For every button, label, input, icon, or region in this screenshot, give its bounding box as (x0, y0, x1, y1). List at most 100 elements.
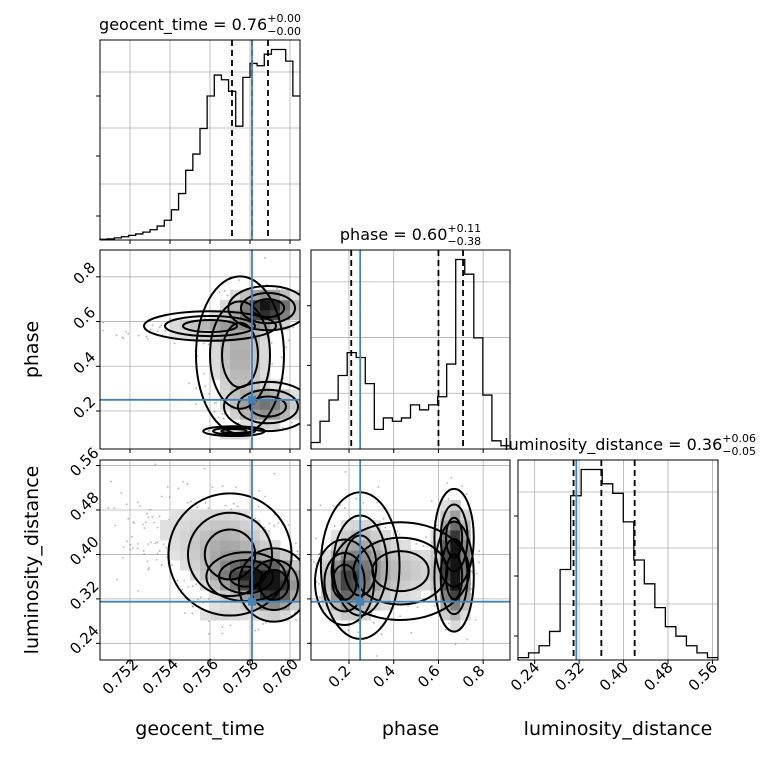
sample-point (149, 508, 152, 511)
density-cell (290, 289, 300, 301)
sample-point (121, 336, 124, 339)
sample-point (139, 504, 142, 507)
sample-point (447, 498, 450, 500)
density-cell (320, 560, 332, 571)
density-cell (350, 560, 362, 571)
contour-level-2 (228, 565, 264, 588)
sample-point (131, 547, 134, 549)
density-cell (450, 540, 461, 551)
density-cell (220, 600, 231, 611)
sample-point (450, 476, 453, 479)
sample-point (447, 622, 450, 625)
sample-point (160, 495, 163, 498)
contour-level-1 (212, 426, 256, 436)
sample-point (276, 288, 278, 290)
sample-point (137, 334, 140, 337)
density-cell (210, 329, 221, 341)
sample-point (477, 561, 480, 564)
sample-point (151, 324, 154, 327)
density-cell (410, 580, 421, 591)
sample-point (257, 628, 260, 631)
density-cell (360, 570, 372, 581)
sample-point (273, 524, 276, 527)
sample-point (376, 501, 379, 504)
sample-point (257, 505, 260, 508)
sample-point (146, 512, 148, 515)
sample-point (147, 543, 150, 546)
density-cell (180, 540, 191, 551)
contour-level-1 (352, 536, 449, 606)
density-cell (270, 389, 281, 400)
sample-point (339, 504, 341, 507)
density-cell (440, 590, 451, 601)
sample-point (226, 294, 229, 297)
sample-point (122, 337, 125, 340)
ytick-label-luminosity_distance: 0.32 (66, 577, 102, 613)
density-cell (220, 319, 231, 331)
sample-point (132, 521, 135, 524)
density-cell (350, 550, 362, 561)
xtick-label-geocent_time: 0.758 (219, 655, 262, 698)
density-cell (330, 610, 342, 621)
density-cell (410, 590, 421, 601)
sample-point (461, 485, 463, 487)
density-cell (190, 530, 201, 541)
sample-point (444, 628, 447, 631)
density-cell (400, 580, 411, 591)
sample-point (150, 541, 152, 544)
density-cell (390, 560, 402, 571)
density-cell (260, 540, 271, 551)
density-cell (200, 540, 211, 551)
xtick-label-luminosity_distance: 0.48 (640, 658, 676, 694)
sample-point (169, 318, 172, 320)
density-cell (240, 580, 251, 591)
density-cell (340, 580, 352, 591)
density-cell (250, 540, 261, 551)
density-cell (270, 550, 281, 561)
ylabel-luminosity_distance: luminosity_distance (21, 466, 43, 655)
density-cell (440, 500, 451, 511)
density-cell (240, 289, 251, 301)
density-cell (220, 530, 231, 541)
density-cell (220, 540, 231, 551)
sample-point (273, 472, 276, 475)
sample-point (425, 536, 427, 538)
density-cell (450, 510, 461, 521)
scatter-panel-geocent_time-luminosity_distance (96, 459, 301, 664)
density-cell (370, 530, 382, 541)
density-cell (400, 550, 411, 561)
density-cell (230, 299, 241, 311)
sample-point (207, 507, 210, 510)
sample-point (281, 426, 284, 429)
sample-point (183, 579, 186, 582)
density-cell (160, 530, 171, 541)
sample-point (262, 623, 265, 625)
density-cell (220, 339, 231, 350)
sample-point (372, 621, 375, 624)
density-cell (230, 309, 241, 321)
density-cell (440, 520, 451, 531)
sample-point (107, 506, 110, 509)
sample-point (380, 633, 383, 636)
sample-point (433, 605, 436, 607)
sample-point (202, 342, 205, 345)
sample-point (236, 505, 239, 508)
sample-point (207, 597, 210, 600)
density-cell (360, 540, 372, 551)
ytick-label-phase: 0.8 (70, 258, 100, 288)
density-cell (240, 520, 251, 531)
sample-point (203, 467, 206, 470)
sample-point (191, 605, 194, 607)
density-cell (230, 389, 241, 400)
sample-point (398, 533, 401, 536)
density-cell (270, 309, 281, 321)
sample-point (127, 332, 130, 335)
density-cell (420, 580, 431, 591)
panel-title-geocent_time: geocent_time = 0.76 +0.00−0.00 (99, 12, 301, 38)
density-cell (210, 600, 221, 611)
sample-point (285, 346, 288, 348)
density-cell (350, 540, 362, 551)
contour-level-2 (445, 516, 464, 559)
density-cell (350, 530, 362, 541)
sample-point (270, 341, 273, 344)
